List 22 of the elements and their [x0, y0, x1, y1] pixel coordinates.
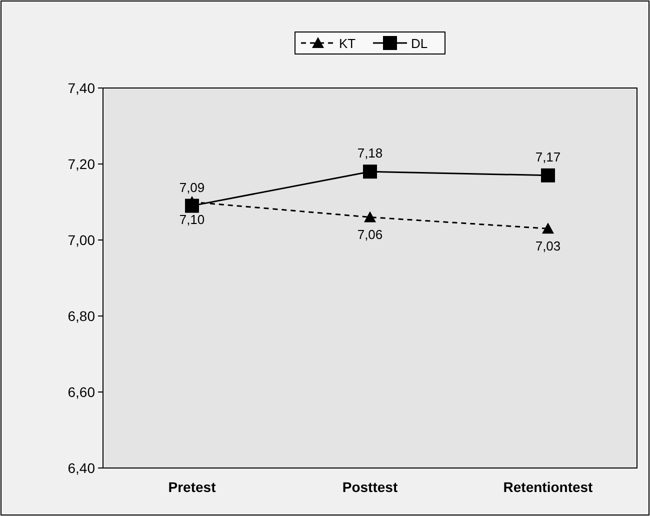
data-label: 7,09 [179, 180, 205, 195]
x-tick-label: Posttest [342, 479, 398, 495]
point [541, 168, 555, 182]
data-label: 7,03 [535, 238, 561, 254]
legend-label: KT [339, 36, 356, 51]
data-label: 7,10 [179, 212, 205, 227]
legend-label: DL [411, 36, 428, 51]
point [542, 222, 554, 234]
y-tick-label: 6,40 [68, 460, 96, 476]
y-tick-label: 6,60 [68, 384, 96, 400]
y-tick-label: 7,00 [68, 232, 96, 248]
y-tick-label: 6,80 [68, 308, 96, 324]
x-tick-label: Pretest [168, 479, 216, 495]
y-tick-label: 7,20 [68, 156, 96, 172]
point [185, 198, 199, 213]
data-label: 7,06 [357, 227, 383, 242]
data-label: 7,17 [535, 149, 561, 164]
point [363, 164, 377, 179]
x-tick-label: Retentiontest [503, 479, 594, 495]
y-tick-label: 7,40 [68, 80, 96, 96]
data-label: 7,18 [357, 146, 383, 161]
point [364, 211, 376, 222]
